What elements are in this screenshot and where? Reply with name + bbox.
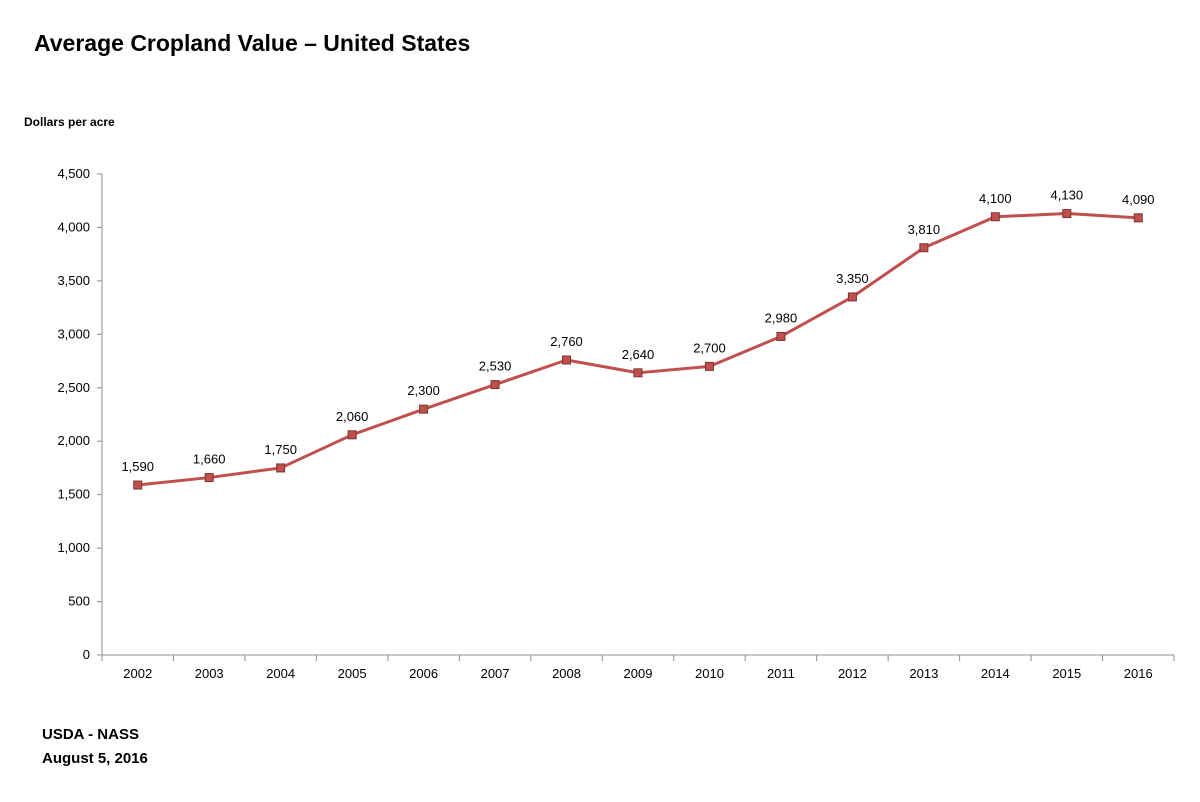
data-label: 1,590 bbox=[121, 459, 154, 474]
y-tick-label: 2,500 bbox=[57, 380, 90, 395]
series bbox=[133, 209, 1143, 490]
x-tick-label: 2005 bbox=[338, 666, 367, 681]
data-point bbox=[704, 361, 714, 371]
data-label: 4,130 bbox=[1051, 188, 1084, 203]
y-tick-label: 1,500 bbox=[57, 487, 90, 502]
data-label: 2,760 bbox=[550, 334, 583, 349]
x-tick-label: 2008 bbox=[552, 666, 581, 681]
data-label: 4,090 bbox=[1122, 192, 1155, 207]
data-label: 2,640 bbox=[622, 347, 655, 362]
x-tick-label: 2004 bbox=[266, 666, 295, 681]
data-point bbox=[204, 473, 214, 483]
data-label: 1,660 bbox=[193, 452, 226, 467]
x-tick-label: 2003 bbox=[195, 666, 224, 681]
data-point bbox=[633, 368, 643, 378]
data-label: 2,300 bbox=[407, 383, 440, 398]
data-point bbox=[133, 480, 143, 490]
data-label: 2,700 bbox=[693, 340, 726, 355]
data-label: 2,060 bbox=[336, 409, 369, 424]
x-tick-label: 2012 bbox=[838, 666, 867, 681]
chart-title: Average Cropland Value – United States bbox=[34, 30, 471, 56]
x-tick-label: 2011 bbox=[767, 666, 795, 681]
data-point bbox=[919, 243, 929, 253]
y-tick-label: 500 bbox=[68, 594, 90, 609]
data-point bbox=[776, 331, 786, 341]
y-tick-label: 0 bbox=[83, 647, 90, 662]
x-tick-label: 2014 bbox=[981, 666, 1010, 681]
y-tick-label: 4,000 bbox=[57, 219, 90, 234]
axes bbox=[101, 174, 1174, 656]
y-tick-label: 3,000 bbox=[57, 326, 90, 341]
y-tick-label: 2,000 bbox=[57, 433, 90, 448]
data-point bbox=[847, 292, 857, 302]
data-label: 1,750 bbox=[264, 442, 297, 457]
data-label: 3,350 bbox=[836, 271, 869, 286]
x-tick-label: 2006 bbox=[409, 666, 438, 681]
y-tick-label: 3,500 bbox=[57, 273, 90, 288]
data-point bbox=[1133, 213, 1143, 223]
x-tick-label: 2013 bbox=[909, 666, 938, 681]
y-tick-label: 1,000 bbox=[57, 540, 90, 555]
x-ticks: 2002 2003 2004 2005 2006 2007 2008 2009 2010 2011… bbox=[101, 655, 1175, 681]
data-point bbox=[490, 380, 500, 390]
date-note: August 5, 2016 bbox=[42, 750, 148, 767]
data-point bbox=[1062, 209, 1072, 219]
y-ticks: 0 500 1,000 1,500 2,000 2,500 3,000 3,500 4,000 4… bbox=[57, 166, 102, 662]
data-label: 3,810 bbox=[908, 222, 941, 237]
data-point bbox=[347, 430, 357, 440]
x-tick-label: 2016 bbox=[1124, 666, 1153, 681]
x-tick-label: 2002 bbox=[123, 666, 152, 681]
data-labels: 1,590 1,660 1,750 2,060 2,300 2,530 2,760 2,640… bbox=[121, 188, 1154, 474]
data-point bbox=[562, 355, 572, 365]
data-label: 4,100 bbox=[979, 191, 1012, 206]
data-point bbox=[419, 404, 429, 414]
y-axis-label: Dollars per acre bbox=[24, 115, 115, 129]
y-tick-label: 4,500 bbox=[57, 166, 90, 181]
data-point bbox=[990, 212, 1000, 222]
data-label: 2,530 bbox=[479, 359, 512, 374]
x-tick-label: 2007 bbox=[481, 666, 510, 681]
source-note: USDA - NASS bbox=[42, 726, 139, 743]
x-tick-label: 2010 bbox=[695, 666, 724, 681]
data-point bbox=[276, 463, 286, 473]
data-label: 2,980 bbox=[765, 310, 798, 325]
footer: USDA - NASS August 5, 2016 bbox=[42, 723, 148, 771]
x-tick-label: 2009 bbox=[624, 666, 653, 681]
x-tick-label: 2015 bbox=[1052, 666, 1081, 681]
